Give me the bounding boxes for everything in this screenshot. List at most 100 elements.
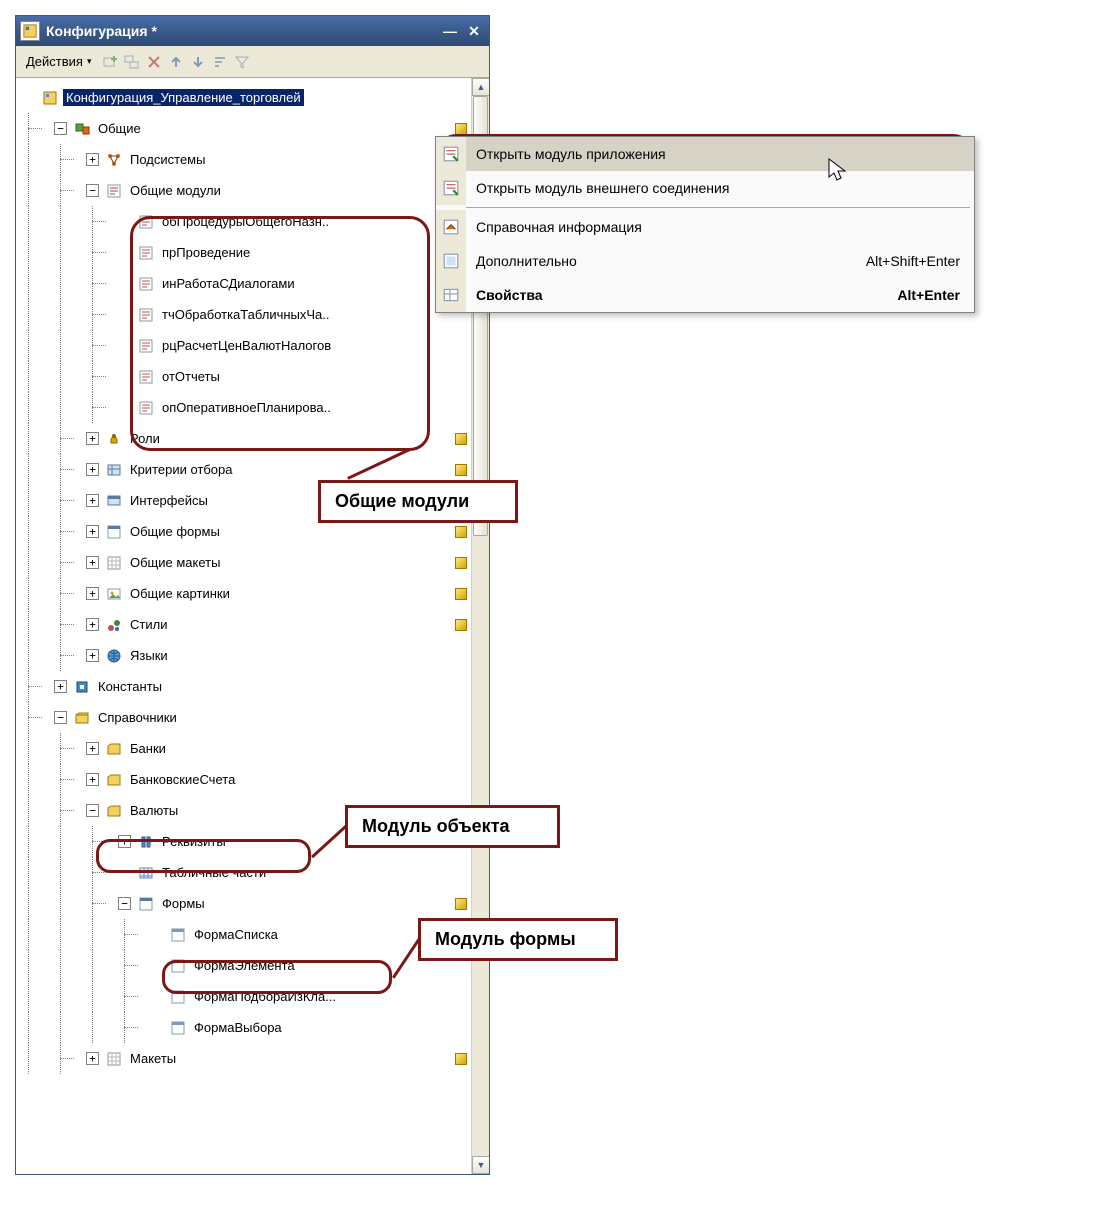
tree-root[interactable]: Конфигурация_Управление_торговлей	[16, 82, 471, 113]
expand-icon[interactable]: +	[86, 587, 99, 600]
tree-item-label: Общие картинки	[127, 585, 233, 602]
toolbar-add-child-icon[interactable]	[122, 52, 142, 72]
module-ext-icon	[436, 171, 466, 205]
marker-icon	[455, 557, 467, 569]
tree-item-label: тчОбработкаТабличныхЧа..	[159, 306, 333, 323]
tree-item[interactable]: + БанковскиеСчета	[16, 764, 471, 795]
collapse-icon[interactable]: −	[54, 122, 67, 135]
toolbar-delete-icon[interactable]	[144, 52, 164, 72]
menu-item[interactable]: Открыть модуль внешнего соединения	[436, 171, 974, 205]
config-icon	[40, 89, 60, 107]
tree-item-label: ФормаЭлемента	[191, 957, 298, 974]
actions-dropdown[interactable]: Действия ▾	[20, 52, 98, 71]
titlebar[interactable]: Конфигурация * — ✕	[16, 16, 489, 46]
puzzle-icon	[72, 120, 92, 138]
tree-item-label: Стили	[127, 616, 170, 633]
expand-icon[interactable]: +	[86, 525, 99, 538]
form-icon	[168, 988, 188, 1006]
tree-item[interactable]: инРаботаСДиалогами	[16, 268, 471, 299]
templates-icon	[104, 1050, 124, 1068]
tree-item-label: ФормаПодбораИзКла...	[191, 988, 339, 1005]
scroll-up-button[interactable]: ▲	[472, 78, 489, 96]
tree-item[interactable]: ФормаПодбораИзКла...	[16, 981, 471, 1012]
form-icon	[168, 926, 188, 944]
tree-item-label: Общие	[95, 120, 144, 137]
tree-item[interactable]: рцРасчетЦенВалютНалогов	[16, 330, 471, 361]
tree-item[interactable]: + Макеты	[16, 1043, 471, 1074]
expand-icon[interactable]: +	[86, 556, 99, 569]
expand-icon[interactable]: +	[86, 432, 99, 445]
tree-item[interactable]: тчОбработкаТабличныхЧа..	[16, 299, 471, 330]
tree-item[interactable]: + Общие картинки	[16, 578, 471, 609]
expand-icon[interactable]: +	[54, 680, 67, 693]
constants-icon	[72, 678, 92, 696]
tree-item[interactable]: +Банки	[16, 733, 471, 764]
tree-item-label: Константы	[95, 678, 165, 695]
close-button[interactable]: ✕	[463, 21, 485, 41]
menu-item-label: Справочная информация	[476, 219, 960, 235]
expand-icon[interactable]: +	[86, 649, 99, 662]
tree-item-label: Интерфейсы	[127, 492, 211, 509]
menu-item[interactable]: ДополнительноAlt+Shift+Enter	[436, 244, 974, 278]
collapse-icon[interactable]: −	[118, 897, 131, 910]
tree-item-label: ФормаВыбора	[191, 1019, 285, 1036]
roles-icon	[104, 430, 124, 448]
tree-item[interactable]: ФормаВыбора	[16, 1012, 471, 1043]
tree-item[interactable]: − Справочники	[16, 702, 471, 733]
toolbar-up-icon[interactable]	[166, 52, 186, 72]
minimize-button[interactable]: —	[439, 21, 461, 41]
tree-item[interactable]: ФормаСписка	[16, 919, 471, 950]
tree-item-label: Общие макеты	[127, 554, 223, 571]
tree-item-label: Подсистемы	[127, 151, 208, 168]
config-tree[interactable]: Конфигурация_Управление_торговлей − Общие +…	[16, 78, 471, 1078]
tree-item-label: Справочники	[95, 709, 180, 726]
tree-item[interactable]: −Общие модули	[16, 175, 471, 206]
tree-item[interactable]: опОперативноеПланирова..	[16, 392, 471, 423]
tree-item[interactable]: обПроцедурыОбщегоНазн..	[16, 206, 471, 237]
menu-item[interactable]: Справочная информация	[436, 210, 974, 244]
tree-item-label: Критерии отбора	[127, 461, 236, 478]
toolbar: Действия ▾	[16, 46, 489, 78]
interfaces-icon	[104, 492, 124, 510]
toolbar-sort-icon[interactable]	[210, 52, 230, 72]
tree-item-label: Общие формы	[127, 523, 223, 540]
collapse-icon[interactable]: −	[86, 804, 99, 817]
tree-item[interactable]: −Формы	[16, 888, 471, 919]
tree-item[interactable]: Табличные части	[16, 857, 471, 888]
tree-item-label: БанковскиеСчета	[127, 771, 238, 788]
tree-item[interactable]: + Стили	[16, 609, 471, 640]
collapse-icon[interactable]: −	[86, 184, 99, 197]
catalog-icon	[104, 740, 124, 758]
expand-icon[interactable]: +	[86, 742, 99, 755]
context-menu[interactable]: Открыть модуль приложенияОткрыть модуль …	[435, 136, 975, 313]
expand-icon[interactable]: +	[86, 773, 99, 786]
toolbar-add-icon[interactable]	[100, 52, 120, 72]
toolbar-down-icon[interactable]	[188, 52, 208, 72]
expand-icon[interactable]: +	[118, 835, 131, 848]
expand-icon[interactable]: +	[86, 494, 99, 507]
toolbar-filter-icon[interactable]	[232, 52, 252, 72]
tree-item[interactable]: + Подсистемы	[16, 144, 471, 175]
tree-item[interactable]: + Константы	[16, 671, 471, 702]
tree-item-label: Макеты	[127, 1050, 179, 1067]
scroll-down-button[interactable]: ▼	[472, 1156, 489, 1174]
collapse-icon[interactable]: −	[54, 711, 67, 724]
tree-area: Конфигурация_Управление_торговлей − Общие +…	[16, 78, 489, 1174]
tree-item[interactable]: прПроведение	[16, 237, 471, 268]
expand-icon[interactable]: +	[86, 618, 99, 631]
chevron-down-icon: ▾	[87, 56, 92, 67]
expand-icon[interactable]: +	[86, 463, 99, 476]
callout-object-module: Модуль объекта	[345, 805, 560, 848]
expand-icon[interactable]: +	[86, 1052, 99, 1065]
expand-icon[interactable]: +	[86, 153, 99, 166]
tree-item[interactable]: отОтчеты	[16, 361, 471, 392]
tree-item[interactable]: − Общие	[16, 113, 471, 144]
marker-icon	[455, 464, 467, 476]
tree-item-label: Реквизиты	[159, 833, 229, 850]
tree-root-label: Конфигурация_Управление_торговлей	[63, 89, 304, 106]
menu-item[interactable]: Открыть модуль приложения	[436, 137, 974, 171]
tree-item[interactable]: +Роли	[16, 423, 471, 454]
tree-item[interactable]: + Общие макеты	[16, 547, 471, 578]
tree-item[interactable]: +Языки	[16, 640, 471, 671]
menu-item[interactable]: СвойстваAlt+Enter	[436, 278, 974, 312]
